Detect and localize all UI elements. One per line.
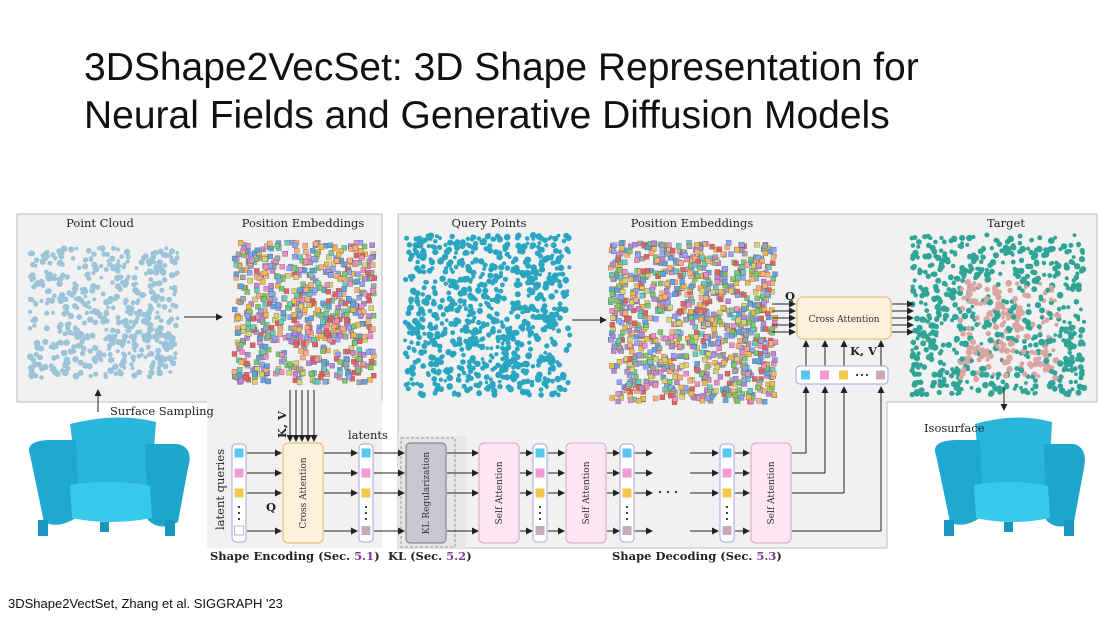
section-shape-encoding-close: ) bbox=[374, 549, 379, 563]
kv-arrows-left bbox=[286, 390, 318, 442]
cross-attention-left-label: Cross Attention bbox=[299, 457, 309, 528]
section-kl-text: KL (Sec. bbox=[388, 549, 446, 563]
point-cloud-image bbox=[27, 245, 180, 380]
label-kv-left: K, V bbox=[275, 410, 289, 438]
architecture-diagram: Point Cloud Position Embeddings Query Po… bbox=[16, 213, 1098, 563]
q-arrows-right bbox=[772, 300, 796, 336]
output-arrows-right bbox=[892, 300, 914, 336]
label-point-cloud: Point Cloud bbox=[66, 216, 134, 230]
section-kl: KL (Sec. 5.2) bbox=[388, 549, 472, 563]
target-image bbox=[909, 232, 1088, 398]
kv-tokens-row bbox=[795, 365, 889, 385]
label-latents: latents bbox=[348, 428, 388, 442]
citation-caption: 3DShape2VectSet, Zhang et al. SIGGRAPH '… bbox=[8, 596, 283, 611]
section-shape-encoding-text: Shape Encoding (Sec. bbox=[210, 549, 354, 563]
section-shape-decoding-number: 5.3 bbox=[756, 549, 776, 563]
cross-attention-right-label: Cross Attention bbox=[808, 315, 879, 325]
section-shape-encoding: Shape Encoding (Sec. 5.1) bbox=[210, 549, 380, 563]
label-q-right: Q bbox=[785, 289, 795, 303]
section-kl-close: ) bbox=[466, 549, 471, 563]
self-attention-label: Self Attention bbox=[767, 461, 777, 524]
latents-column bbox=[358, 443, 374, 543]
label-latent-queries: latent queries bbox=[213, 449, 227, 530]
slide-title: 3DShape2VecSet: 3D Shape Representation … bbox=[84, 44, 1044, 140]
query-points-image bbox=[402, 232, 573, 399]
latent-queries-arrows bbox=[247, 449, 282, 535]
label-position-embeddings-right: Position Embeddings bbox=[631, 216, 754, 230]
decoding-chain: Self Attention Self Attention Self Attenti… bbox=[447, 442, 881, 544]
label-ellipsis: · · · bbox=[658, 485, 678, 499]
position-embeddings-right-image bbox=[608, 240, 779, 405]
self-attention-label: Self Attention bbox=[495, 461, 505, 524]
section-shape-encoding-number: 5.1 bbox=[354, 549, 374, 563]
label-kv-right: K, V bbox=[850, 344, 878, 358]
latents-in-arrows bbox=[324, 449, 358, 535]
chair-left-image bbox=[28, 417, 190, 536]
label-query-points: Query Points bbox=[451, 216, 526, 230]
label-target: Target bbox=[987, 216, 1025, 230]
kl-regularization-label: KL Regularization bbox=[422, 452, 432, 535]
kl-regularization-block bbox=[405, 442, 447, 544]
label-isosurface: Isosurface bbox=[924, 421, 985, 435]
position-embeddings-left-image bbox=[231, 239, 377, 385]
kl-in-arrows bbox=[374, 449, 405, 535]
title-line-2: Neural Fields and Generative Diffusion M… bbox=[84, 94, 890, 137]
section-shape-decoding-text: Shape Decoding (Sec. bbox=[612, 549, 756, 563]
section-shape-decoding-close: ) bbox=[776, 549, 781, 563]
section-shape-decoding: Shape Decoding (Sec. 5.3) bbox=[612, 549, 782, 563]
kv-arrows-right bbox=[802, 340, 885, 531]
chair-right-image bbox=[934, 417, 1085, 536]
cross-attention-left-block bbox=[282, 442, 324, 544]
label-q-left: Q bbox=[266, 500, 276, 514]
title-line-1: 3DShape2VecSet: 3D Shape Representation … bbox=[84, 46, 919, 89]
cross-attention-right-block bbox=[796, 296, 892, 340]
self-attention-label: Self Attention bbox=[582, 461, 592, 524]
label-position-embeddings-left: Position Embeddings bbox=[242, 216, 365, 230]
latent-queries-column bbox=[231, 443, 247, 543]
section-kl-number: 5.2 bbox=[446, 549, 466, 563]
label-surface-sampling: Surface Sampling bbox=[110, 404, 215, 418]
